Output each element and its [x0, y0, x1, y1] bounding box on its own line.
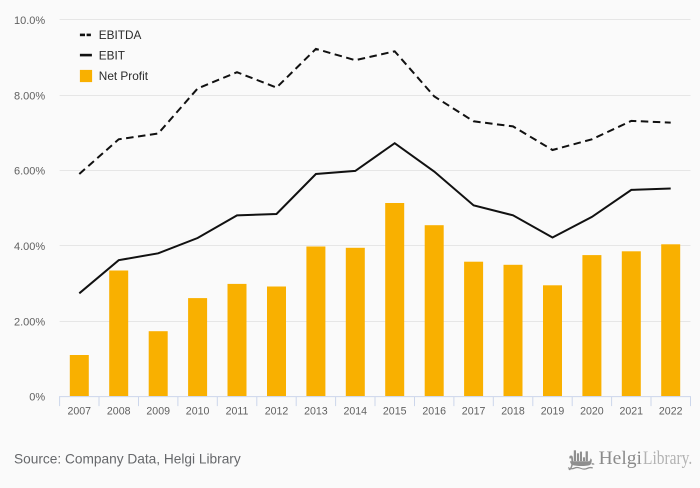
svg-text:2011: 2011 [226, 406, 249, 418]
svg-text:2017: 2017 [462, 406, 486, 418]
svg-text:2019: 2019 [541, 406, 565, 418]
svg-text:4.00%: 4.00% [14, 241, 45, 253]
svg-text:2021: 2021 [620, 406, 644, 418]
svg-text:EBIT: EBIT [99, 49, 125, 63]
svg-text:6.00%: 6.00% [14, 166, 45, 178]
svg-text:Net Profit: Net Profit [99, 69, 149, 83]
svg-text:2016: 2016 [422, 406, 446, 418]
svg-text:2015: 2015 [383, 406, 407, 418]
svg-text:2020: 2020 [580, 406, 604, 418]
svg-text:Library.: Library. [643, 448, 692, 469]
svg-text:0%: 0% [29, 392, 45, 404]
svg-text:EBITDA: EBITDA [99, 28, 142, 42]
svg-text:2013: 2013 [304, 406, 328, 418]
svg-text:2022: 2022 [659, 406, 683, 418]
svg-text:2008: 2008 [107, 406, 131, 418]
svg-text:2010: 2010 [186, 406, 210, 418]
svg-text:2.00%: 2.00% [14, 317, 45, 329]
svg-text:2014: 2014 [344, 406, 368, 418]
svg-text:2012: 2012 [265, 406, 289, 418]
svg-text:8.00%: 8.00% [14, 90, 45, 102]
svg-text:2018: 2018 [501, 406, 525, 418]
svg-text:10.0%: 10.0% [14, 15, 45, 27]
svg-text:2009: 2009 [146, 406, 170, 418]
svg-text:2007: 2007 [68, 406, 92, 418]
svg-text:Helgi: Helgi [599, 448, 642, 469]
svg-text:Source: Company Data, Helgi Li: Source: Company Data, Helgi Library [14, 451, 241, 466]
